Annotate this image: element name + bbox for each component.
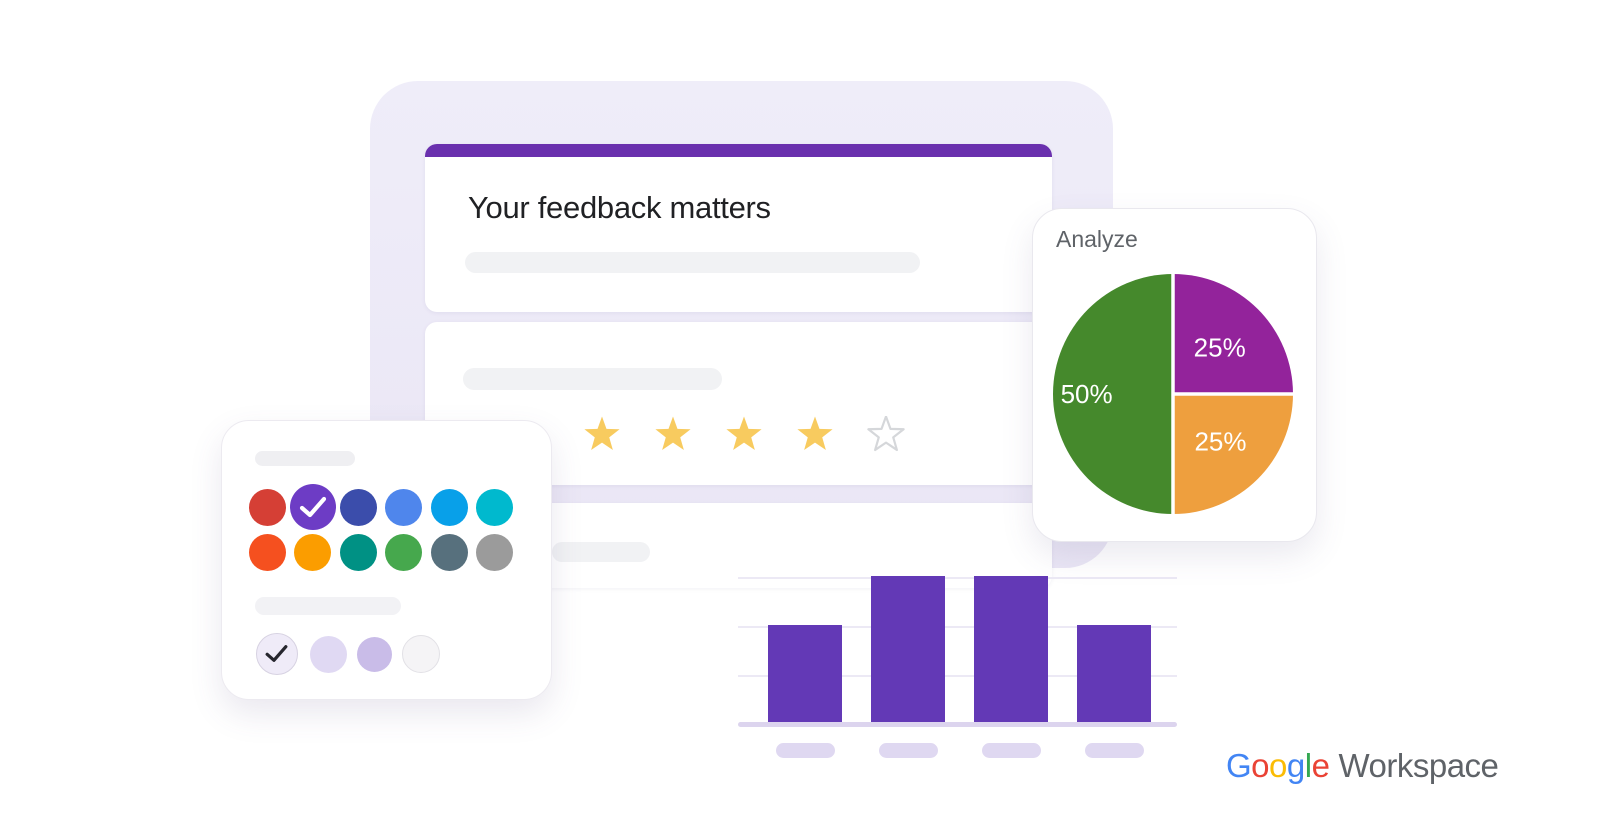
background-swatch[interactable] <box>356 636 392 672</box>
chart-gridline <box>738 626 1177 628</box>
star-filled-icon[interactable] <box>725 416 763 454</box>
color-swatch[interactable] <box>294 533 331 571</box>
color-swatch[interactable] <box>385 533 422 571</box>
color-swatch-selected[interactable] <box>289 484 336 530</box>
bar <box>768 625 842 723</box>
selected-check-icon <box>299 496 326 518</box>
color-swatch[interactable] <box>248 488 286 526</box>
axis-tick-placeholder <box>981 743 1041 758</box>
star-empty-icon[interactable] <box>867 416 905 454</box>
color-swatch[interactable] <box>476 488 513 526</box>
picker-heading-placeholder <box>255 451 355 466</box>
analyze-title: Analyze <box>1056 226 1138 252</box>
pie-slice-label: 25% <box>1194 332 1246 362</box>
google-workspace-logo: Google Workspace <box>1226 747 1499 785</box>
form-title: Your feedback matters <box>468 190 771 225</box>
color-swatch[interactable] <box>430 533 468 571</box>
background-swatch-selected[interactable] <box>256 633 298 675</box>
color-swatch[interactable] <box>430 488 468 526</box>
axis-tick-placeholder <box>775 743 835 758</box>
bar <box>871 576 945 723</box>
google-logotype: Google <box>1226 747 1330 784</box>
color-swatch[interactable] <box>248 533 286 571</box>
selected-background-check-icon <box>265 645 288 662</box>
chart-baseline <box>738 722 1177 727</box>
next-question-placeholder <box>552 542 650 562</box>
pie-slice <box>1053 274 1173 514</box>
star-filled-icon[interactable] <box>583 416 621 454</box>
pie-slice-label: 50% <box>1061 379 1113 409</box>
bar <box>974 576 1048 723</box>
analyze-card: Analyze 25% 25% 50% <box>1032 208 1317 542</box>
question-text-placeholder <box>463 368 722 390</box>
form-theme-color-bar <box>425 144 1052 157</box>
pie-slice <box>1173 274 1293 394</box>
pie-chart: 25% 25% 50% <box>1053 274 1293 514</box>
background-swatch[interactable] <box>309 635 347 673</box>
chart-gridline <box>738 577 1177 579</box>
google-letter: e <box>1311 747 1330 784</box>
axis-tick-placeholder <box>878 743 938 758</box>
google-letter: l <box>1304 747 1312 784</box>
google-letter: G <box>1226 747 1252 784</box>
form-title-card: Your feedback matters <box>425 144 1052 312</box>
color-swatch[interactable] <box>476 533 513 571</box>
star-rating <box>583 416 905 454</box>
background-swatch[interactable] <box>402 635 440 673</box>
pie-slice <box>1173 394 1293 514</box>
workspace-wordmark: Workspace <box>1338 747 1499 784</box>
google-letter: g <box>1286 747 1305 784</box>
pie-slice-label: 25% <box>1194 427 1246 457</box>
google-letter: o <box>1251 747 1270 784</box>
star-filled-icon[interactable] <box>796 416 834 454</box>
chart-gridline <box>738 675 1177 677</box>
theme-color-picker-card <box>221 420 552 700</box>
color-swatch[interactable] <box>339 533 377 571</box>
bar <box>1077 625 1151 723</box>
axis-tick-placeholder <box>1084 743 1144 758</box>
color-swatch[interactable] <box>339 488 377 526</box>
color-swatch[interactable] <box>385 488 422 526</box>
form-description-placeholder <box>465 252 920 273</box>
background-heading-placeholder <box>255 597 401 615</box>
google-letter: o <box>1269 747 1287 784</box>
star-filled-icon[interactable] <box>654 416 692 454</box>
